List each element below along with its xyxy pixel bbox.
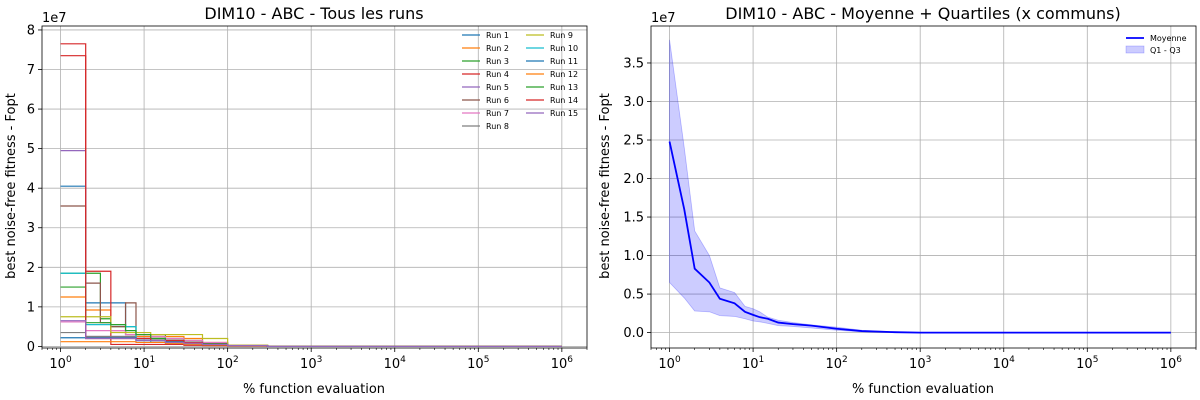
y-tick-label: 3 xyxy=(27,221,35,236)
plot-frame xyxy=(650,25,1197,349)
legend-label: Run 14 xyxy=(550,96,578,105)
y-multiplier: 1e7 xyxy=(42,11,67,26)
legend-label: Run 3 xyxy=(486,57,509,66)
x-tick-label: 101 xyxy=(133,355,155,372)
y-multiplier: 1e7 xyxy=(651,11,676,26)
x-tick-label: 103 xyxy=(300,355,322,372)
y-tick-label: 2 xyxy=(27,261,35,276)
legend-label: Run 6 xyxy=(486,96,509,105)
x-tick-label: 103 xyxy=(909,355,931,372)
y-tick-label: 1.0 xyxy=(623,249,644,264)
y-tick-label: 3.5 xyxy=(623,56,644,71)
y-tick-label: 1.5 xyxy=(623,211,644,226)
y-tick-label: 2.0 xyxy=(623,172,644,187)
legend-label: Run 8 xyxy=(486,122,509,131)
y-tick-label: 4 xyxy=(27,182,35,197)
legend-label: Run 10 xyxy=(550,44,578,53)
chart-title: DIM10 - ABC - Moyenne + Quartiles (x com… xyxy=(725,4,1120,23)
x-tick-label: 104 xyxy=(384,355,407,372)
chart-all-runs: DIM10 - ABC - Tous les runs 1e7 % functi… xyxy=(4,4,588,397)
y-tick-label: 5 xyxy=(27,142,35,157)
legend-swatch xyxy=(1125,45,1145,54)
series-line-run-15 xyxy=(60,320,562,348)
legend-label: Run 1 xyxy=(486,31,509,40)
legend-label: Run 7 xyxy=(486,109,509,118)
x-axis-label: % function evaluation xyxy=(852,382,994,397)
x-tick-label: 105 xyxy=(1076,355,1098,372)
x-tick-label: 106 xyxy=(551,355,574,372)
legend-label: Run 15 xyxy=(550,109,578,118)
x-tick-label: 106 xyxy=(1160,355,1183,372)
mean-line xyxy=(668,141,1171,334)
chart-mean-quartiles: DIM10 - ABC - Moyenne + Quartiles (x com… xyxy=(598,4,1197,397)
y-tick-label: 1 xyxy=(27,300,35,315)
x-tick-label: 105 xyxy=(467,355,489,372)
x-tick-label: 101 xyxy=(742,355,764,372)
legend-label: Run 12 xyxy=(550,70,578,79)
y-tick-label: 0.5 xyxy=(623,288,644,303)
legend-label: Run 2 xyxy=(486,44,509,53)
legend-label: Run 13 xyxy=(550,83,578,92)
y-tick-label: 0.0 xyxy=(623,326,644,341)
legend-label: Run 11 xyxy=(550,57,578,66)
legend-label: Run 9 xyxy=(550,31,573,40)
legend-label: Run 5 xyxy=(486,83,509,92)
plot-frame xyxy=(41,25,588,349)
legend-label: Q1 - Q3 xyxy=(1150,46,1181,55)
y-tick-label: 8 xyxy=(27,23,35,38)
chart-title: DIM10 - ABC - Tous les runs xyxy=(204,4,423,23)
x-tick-label: 102 xyxy=(216,355,238,372)
y-tick-label: 7 xyxy=(27,63,35,78)
legend-label: Moyenne xyxy=(1150,34,1187,43)
legend-label: Run 4 xyxy=(486,70,509,79)
y-tick-label: 6 xyxy=(27,103,35,118)
y-tick-label: 0 xyxy=(27,340,35,355)
y-axis-label: best noise-free fitness - Fopt xyxy=(4,93,19,279)
x-tick-label: 104 xyxy=(993,355,1016,372)
y-axis-label: best noise-free fitness - Fopt xyxy=(598,93,613,279)
y-tick-label: 3.0 xyxy=(623,95,644,110)
x-axis-label: % function evaluation xyxy=(243,382,385,397)
x-tick-label: 100 xyxy=(49,355,72,372)
y-tick-label: 2.5 xyxy=(623,134,644,149)
x-tick-label: 100 xyxy=(658,355,681,372)
x-tick-label: 102 xyxy=(825,355,847,372)
